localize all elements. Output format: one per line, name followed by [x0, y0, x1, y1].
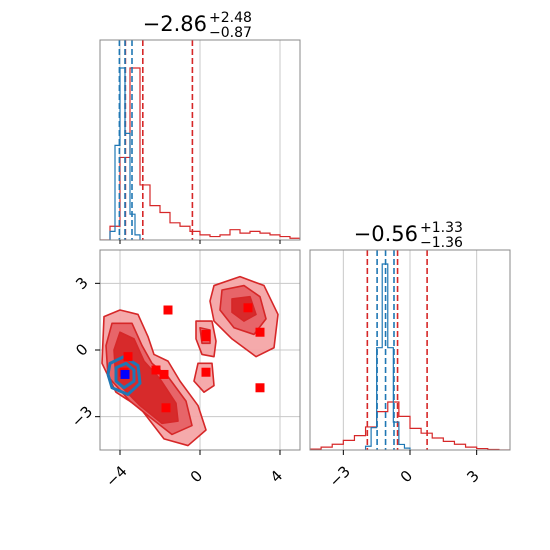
scatter-point-marker_red	[161, 403, 171, 413]
contour-red-level-1	[193, 362, 215, 394]
histogram-series-blue	[364, 263, 411, 450]
x-tick-label: −3	[326, 462, 354, 490]
title-y: −0.56 +1.33 −1.36	[354, 220, 463, 251]
histogram-series-red	[310, 401, 510, 450]
x-tick-label: 3	[463, 467, 482, 486]
marginal-x-panel-plot-area	[100, 40, 300, 240]
marginal-y-panel: −3 0 3	[309, 249, 511, 491]
title-y-plus: +1.33	[420, 220, 463, 236]
title-y-median: −0.56	[354, 222, 418, 246]
y-tick-label: 3	[72, 274, 91, 293]
scatter-point-marker_red	[243, 303, 253, 313]
scatter-point-marker_red	[159, 369, 169, 379]
scatter-point-marker_red	[201, 332, 211, 342]
x-tick-label: −4	[102, 462, 130, 490]
x-tick-label: 0	[187, 467, 206, 486]
contour-blue-level-2	[114, 361, 136, 390]
y-tick-label: −3	[68, 402, 96, 430]
x-tick-label: 4	[267, 467, 286, 486]
joint-panel-plot-area	[100, 250, 300, 450]
scatter-point-marker_red	[123, 352, 133, 362]
joint-panel: −4 0 4 −3 0 3	[68, 249, 301, 491]
title-x: −2.86 +2.48 −0.87	[143, 10, 252, 41]
scatter-point-marker_red	[201, 367, 211, 377]
scatter-point-marker_red	[163, 305, 173, 315]
histogram-series-red	[100, 67, 300, 240]
marginal-x-panel	[99, 39, 301, 241]
scatter-point-marker_red	[151, 365, 161, 375]
title-y-minus: −1.36	[420, 235, 463, 251]
scatter-point-marker_red	[255, 383, 265, 393]
title-x-plus: +2.48	[209, 10, 252, 26]
x-tick-label: 0	[397, 467, 416, 486]
y-tick-label: 0	[72, 340, 91, 359]
title-x-median: −2.86	[143, 12, 207, 36]
marginal-y-panel-plot-area	[310, 250, 510, 450]
scatter-point-marker_red	[255, 327, 265, 337]
scatter-point-marker_blue	[120, 369, 130, 379]
title-x-minus: −0.87	[209, 25, 252, 41]
histogram-series-blue	[109, 67, 141, 240]
